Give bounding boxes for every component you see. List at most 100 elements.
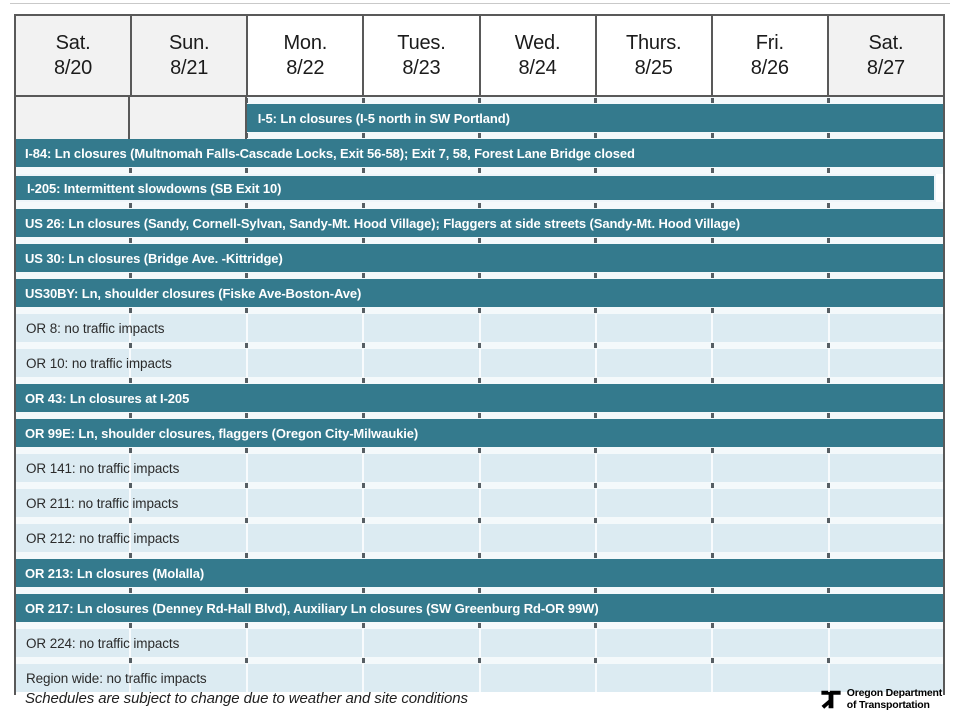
impact-row: I-5: Ln closures (I-5 north in SW Portla…: [14, 104, 945, 132]
grid-tick: [478, 133, 481, 138]
no-impact-label: OR 10: no traffic impacts: [26, 355, 172, 371]
impact-label: I-5: Ln closures (I-5 north in SW Portla…: [257, 110, 510, 126]
column-line: [245, 349, 248, 377]
grid-strip: [14, 202, 945, 209]
day-date: 8/27: [866, 56, 905, 79]
impact-label: I-84: Ln closures (Multnomah Falls-Casca…: [25, 145, 635, 161]
no-impact-label: Region wide: no traffic impacts: [26, 670, 207, 686]
column-line: [827, 664, 830, 692]
schedule-row: US30BY: Ln, shoulder closures (Fiske Ave…: [14, 272, 945, 307]
day-name: Thurs.: [625, 31, 682, 54]
grid-tick: [478, 413, 481, 418]
day-date: 8/26: [750, 56, 789, 79]
column-line: [129, 454, 132, 482]
table-right-border: [943, 97, 945, 695]
grid-tick: [594, 203, 598, 208]
no-impact-label: OR 224: no traffic impacts: [26, 635, 180, 651]
column-line: [245, 629, 248, 657]
grid-tick: [128, 553, 132, 558]
grid-tick: [478, 448, 481, 453]
grid-tick: [245, 98, 249, 103]
grid-tick: [245, 413, 249, 418]
grid-strip: [14, 482, 945, 489]
impact-row: US30BY: Ln, shoulder closures (Fiske Ave…: [14, 279, 945, 307]
column-line: [711, 454, 714, 482]
grid-tick: [128, 413, 132, 418]
column-line: [594, 454, 597, 482]
grid-strip: [14, 237, 945, 244]
column-line: [594, 314, 597, 342]
column-line: [478, 629, 481, 657]
no-impact-row: Region wide: no traffic impacts: [14, 664, 945, 692]
impact-row: I-84: Ln closures (Multnomah Falls-Casca…: [14, 139, 945, 167]
grid-tick: [594, 308, 598, 313]
grid-tick: [478, 308, 481, 313]
impact-bar: OR 43: Ln closures at I-205: [14, 384, 945, 412]
grid-tick: [827, 448, 831, 453]
impact-row: OR 217: Ln closures (Denney Rd-Hall Blvd…: [14, 594, 945, 622]
grid-tick: [478, 203, 481, 208]
grid-tick: [478, 658, 481, 663]
grid-tick: [478, 238, 481, 243]
header-cell-day-5: Thurs. 8/25: [594, 16, 711, 95]
impact-bar: US30BY: Ln, shoulder closures (Fiske Ave…: [14, 279, 945, 307]
column-line: [711, 524, 714, 552]
grid-tick: [245, 168, 249, 173]
odot-logo: Oregon Department of Transportation: [819, 686, 942, 713]
impact-bar: OR 99E: Ln, shoulder closures, flaggers …: [14, 419, 945, 447]
day-date: 8/20: [53, 56, 93, 79]
header-cell-day-4: Wed. 8/24: [478, 16, 595, 95]
header-cell-day-2: Mon. 8/22: [246, 16, 362, 95]
no-impact-label: OR 141: no traffic impacts: [26, 460, 180, 476]
table-left-border: [14, 97, 16, 695]
impact-bar: OR 213: Ln closures (Molalla): [14, 559, 945, 587]
column-line: [827, 629, 830, 657]
grid-tick: [361, 553, 365, 558]
grid-tick: [478, 553, 481, 558]
column-line: [478, 314, 481, 342]
grid-strip: [14, 272, 945, 279]
grid-tick: [361, 238, 365, 243]
grid-tick: [128, 273, 132, 278]
column-line: [129, 489, 132, 517]
grid-tick: [245, 308, 249, 313]
schedule-row: Region wide: no traffic impacts: [14, 657, 945, 692]
grid-tick: [827, 308, 831, 313]
grid-tick: [128, 483, 132, 488]
grid-tick: [245, 658, 249, 663]
schedule-rows: I-5: Ln closures (I-5 north in SW Portla…: [14, 97, 945, 695]
grid-tick: [128, 378, 132, 383]
grid-tick: [594, 133, 598, 138]
column-line: [362, 629, 365, 657]
impact-label: US 30: Ln closures (Bridge Ave. -Kittrid…: [25, 250, 283, 266]
column-line: [827, 454, 830, 482]
grid-tick: [245, 203, 249, 208]
day-name: Sat.: [868, 31, 904, 54]
grid-tick: [478, 273, 481, 278]
grid-tick: [710, 168, 714, 173]
grid-tick: [594, 483, 598, 488]
column-line: [362, 664, 365, 692]
grid-tick: [361, 483, 365, 488]
day-name: Fri.: [755, 31, 784, 54]
grid-tick: [594, 378, 598, 383]
schedule-row: US 30: Ln closures (Bridge Ave. -Kittrid…: [14, 237, 945, 272]
schedule-row: OR 217: Ln closures (Denney Rd-Hall Blvd…: [14, 587, 945, 622]
grid-tick: [361, 343, 365, 348]
grid-tick: [245, 238, 249, 243]
grid-tick: [594, 518, 598, 523]
grid-tick: [710, 343, 714, 348]
grid-strip: [14, 377, 945, 384]
grid-strip: [14, 622, 945, 629]
column-line: [478, 489, 481, 517]
grid-tick: [710, 98, 714, 103]
column-line: [594, 524, 597, 552]
column-line: [129, 314, 132, 342]
grid-tick: [827, 588, 831, 593]
empty-day-cells: [14, 97, 247, 139]
column-line: [711, 629, 714, 657]
impact-bar: OR 217: Ln closures (Denney Rd-Hall Blvd…: [14, 594, 945, 622]
impact-bar: I-205: Intermittent slowdowns (SB Exit 1…: [14, 174, 936, 202]
grid-tick: [710, 518, 714, 523]
column-line: [478, 664, 481, 692]
